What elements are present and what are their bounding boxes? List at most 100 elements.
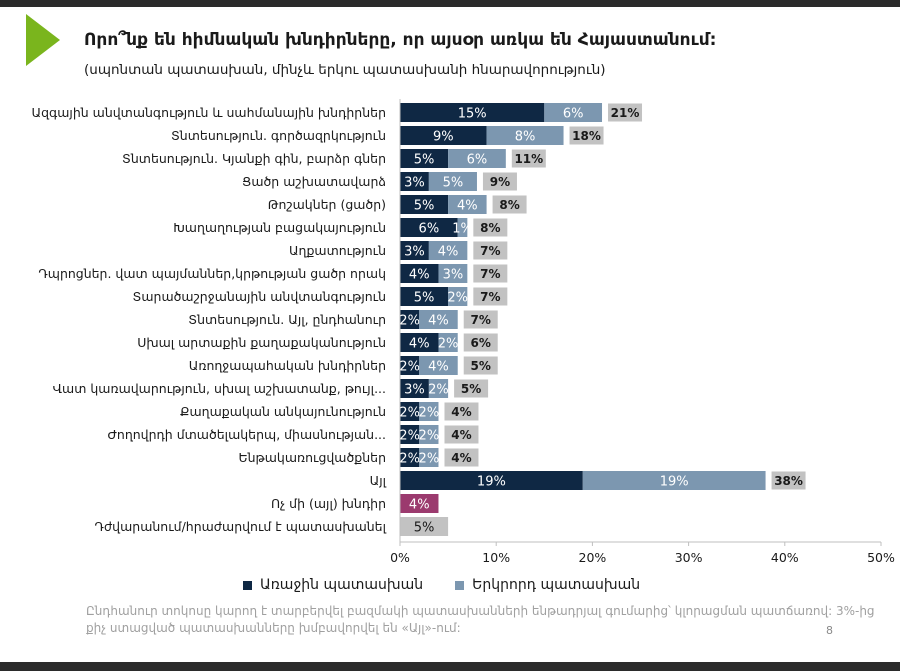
- bar-label-second-answer: 3%: [443, 268, 464, 283]
- bar-label-second-answer: 2%: [419, 452, 440, 467]
- bar-second-answer: [438, 333, 458, 352]
- bar-label-first-answer: 2%: [399, 314, 420, 329]
- chart-legend: Առաջին պատասխան Երկրորդ պատասխան: [243, 577, 666, 593]
- legend-label-first: Առաջին պատասխան: [260, 577, 424, 593]
- total-label-box: [511, 149, 546, 168]
- total-label: 8%: [499, 198, 519, 212]
- bar-label-first-answer: 2%: [399, 452, 420, 467]
- total-label-box: [444, 448, 479, 467]
- legend-swatch-second: [455, 580, 465, 590]
- total-label: 4%: [451, 428, 471, 442]
- total-label: 7%: [480, 267, 500, 281]
- bar-first-answer: [400, 379, 429, 398]
- bar-first-answer: [400, 126, 487, 145]
- bar-second-answer: [544, 103, 603, 122]
- total-label-box: [473, 287, 508, 306]
- bar-second-answer: [419, 402, 439, 421]
- total-label-box: [454, 379, 489, 398]
- total-label-box: [771, 471, 806, 490]
- bar-label-first-answer: 2%: [399, 429, 420, 444]
- legend-item-second: Երկրորդ պատասխան: [455, 577, 640, 593]
- top-bar: [0, 0, 900, 7]
- page-subtitle: (սպոնտան պատասխան, մինչև երկու պատասխանի…: [84, 62, 606, 78]
- total-label: 18%: [572, 129, 601, 143]
- bar-label-first-answer: 15%: [458, 107, 487, 122]
- bar-second-answer: [448, 149, 506, 168]
- logo-triangle-icon: [26, 14, 60, 66]
- bar-label-first-answer: 4%: [409, 498, 430, 513]
- bar-first-answer: [400, 310, 420, 329]
- bar-label-second-answer: 4%: [428, 314, 449, 329]
- bar-first-answer: [400, 402, 420, 421]
- x-tick-label: 20%: [579, 550, 607, 565]
- bar-label-first-answer: 5%: [414, 153, 435, 168]
- category-label: Այլ: [370, 473, 387, 488]
- footnote: Ընդհանուր տոկոսը կարող է տարբերվել բազմա…: [86, 604, 875, 635]
- category-label: Ենթակառուցվածքներ: [238, 450, 386, 465]
- total-label-box: [608, 103, 643, 122]
- bar-label-second-answer: 2%: [428, 383, 449, 398]
- bar-label-first-answer: 4%: [409, 337, 430, 352]
- total-label: 5%: [461, 382, 481, 396]
- category-label: Տնտեսություն. գործազրկություն: [171, 128, 386, 143]
- category-label: Դպրոցներ. վատ պայմաններ,կրթության ցածր ո…: [38, 266, 386, 281]
- total-label-box: [473, 264, 508, 283]
- bar-first-answer: [400, 149, 449, 168]
- total-label: 11%: [514, 152, 543, 166]
- bar-second-answer: [448, 287, 468, 306]
- category-label: Տնտեսություն. Կյանքի գին, բարձր գներ: [122, 151, 386, 166]
- bar-label-second-answer: 19%: [660, 475, 689, 490]
- bar-second-answer: [457, 218, 468, 237]
- total-label: 4%: [451, 405, 471, 419]
- bottom-bar: [0, 662, 900, 671]
- total-label-box: [569, 126, 604, 145]
- bar-label-first-answer: 5%: [414, 199, 435, 214]
- total-label: 38%: [774, 474, 803, 488]
- bar-label-first-answer: 9%: [433, 130, 454, 145]
- bar-label-first-answer: 2%: [399, 406, 420, 421]
- total-label-box: [473, 218, 508, 237]
- bar-first-answer: [400, 172, 429, 191]
- bar-first-answer: [400, 494, 439, 513]
- category-label: Քաղաքական անկայունություն: [180, 404, 386, 419]
- bar-label-first-answer: 3%: [404, 245, 425, 260]
- bar-first-answer: [400, 425, 420, 444]
- total-label: 21%: [611, 106, 640, 120]
- category-label: Ազգային անվտանգություն և սահմանային խնդի…: [32, 105, 386, 120]
- bar-first-answer: [400, 333, 439, 352]
- bar-label-second-answer: 8%: [515, 130, 536, 145]
- x-tick-label: 40%: [771, 550, 799, 565]
- bar-label-second-answer: 2%: [438, 337, 459, 352]
- bar-label-first-answer: 19%: [477, 475, 506, 490]
- total-label: 9%: [490, 175, 510, 189]
- x-tick-label: 50%: [867, 550, 895, 565]
- category-label: Առողջապահական խնդիրներ: [189, 358, 386, 373]
- page-title: Որո՞նք են հիմնական խնդիրները, որ այսօր ա…: [84, 30, 717, 50]
- legend-item-first: Առաջին պատասխան: [243, 577, 423, 593]
- bar-second-answer: [419, 448, 439, 467]
- category-label: Տնտեսություն. Այլ, ընդհանուր: [188, 312, 386, 327]
- category-label: Թոշակներ (ցածր): [268, 197, 386, 212]
- category-label: Սխալ արտաքին քաղաքականություն: [137, 335, 386, 350]
- bar-second-answer: [428, 379, 449, 398]
- bar-label-second-answer: 4%: [428, 360, 449, 375]
- total-label-box: [473, 241, 508, 260]
- bar-label-second-answer: 2%: [419, 429, 440, 444]
- total-label: 5%: [471, 359, 491, 373]
- bar-label-second-answer: 5%: [443, 176, 464, 191]
- category-label: Աղքատություն: [289, 243, 386, 258]
- category-label: Խաղաղության բացակայություն: [173, 220, 386, 235]
- total-label: 4%: [451, 451, 471, 465]
- bar-label-first-answer: 3%: [404, 176, 425, 191]
- bar-label-first-answer: 4%: [409, 268, 430, 283]
- bar-label-second-answer: 1%: [452, 222, 473, 237]
- bar-first-answer: [400, 103, 545, 122]
- bar-label-second-answer: 4%: [457, 199, 478, 214]
- bar-second-answer: [428, 241, 468, 260]
- total-label-box: [463, 310, 498, 329]
- bar-label-first-answer: 6%: [419, 222, 440, 237]
- category-label: Դժվարանում/հրաժարվում է պատասխանել: [95, 519, 387, 534]
- total-label-box: [444, 425, 479, 444]
- bar-first-answer: [400, 264, 439, 283]
